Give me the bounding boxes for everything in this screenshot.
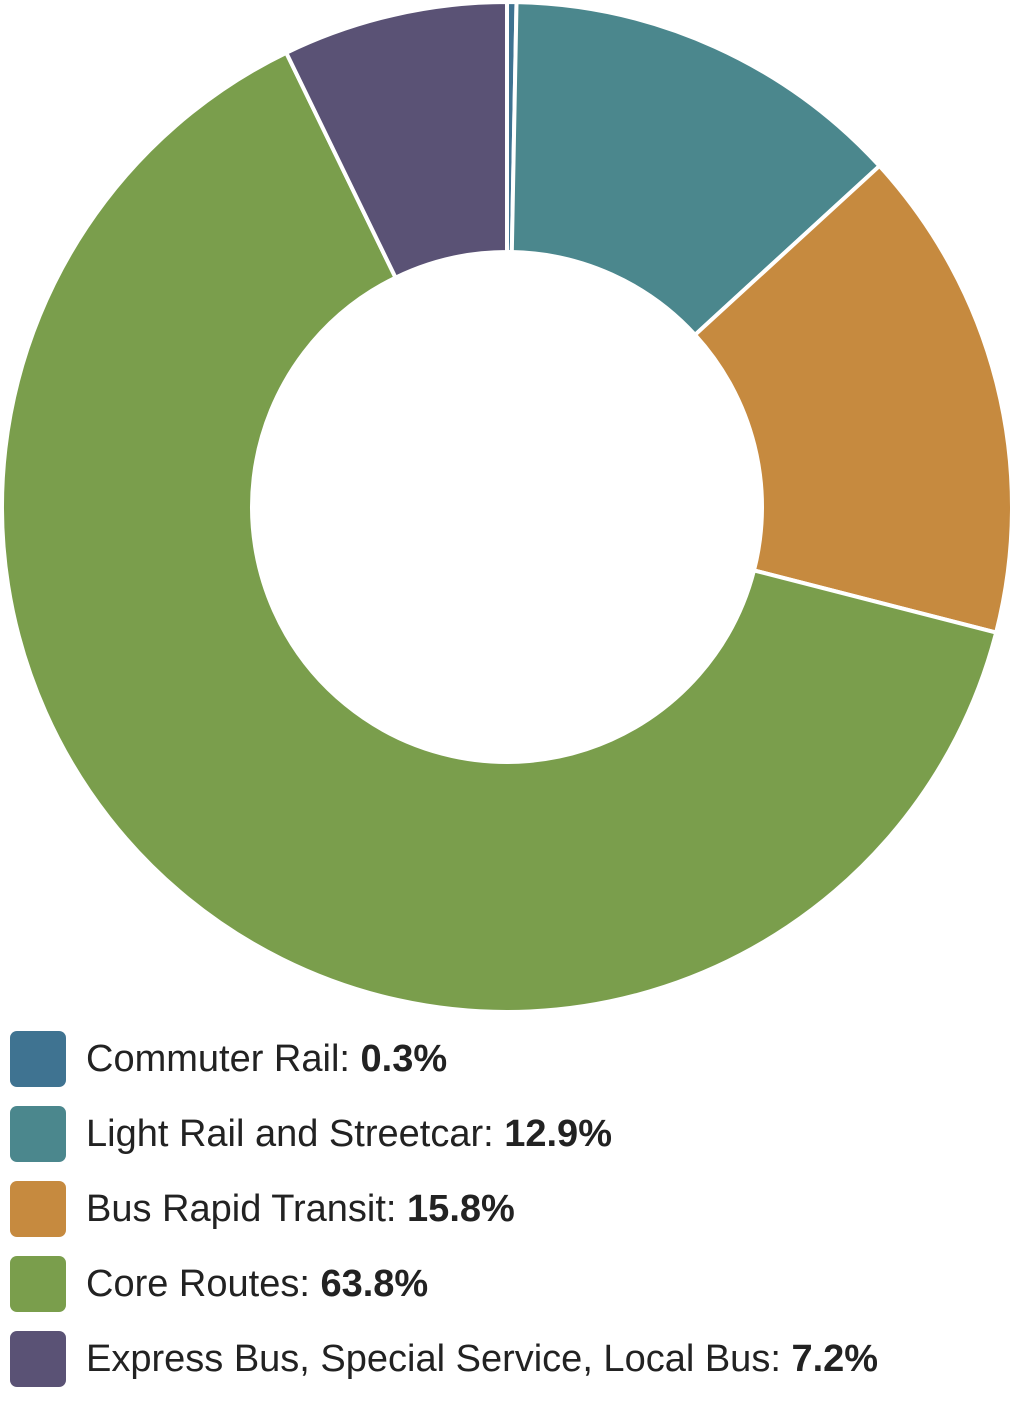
legend-text-core-routes: Core Routes: 63.8% [86, 1255, 428, 1313]
legend-item-bus-rapid-transit: Bus Rapid Transit: 15.8% [10, 1180, 1010, 1238]
chart-legend: Commuter Rail: 0.3% Light Rail and Stree… [10, 1030, 1010, 1405]
legend-item-commuter-rail: Commuter Rail: 0.3% [10, 1030, 1010, 1088]
donut-slice-express-bus-special-service-local-bus [284, 0, 509, 280]
legend-value-commuter-rail: 0.3% [360, 1038, 448, 1080]
legend-swatch-commuter-rail [10, 1031, 66, 1087]
legend-swatch-bus-rapid-transit [10, 1181, 66, 1237]
legend-text-bus-rapid-transit: Bus Rapid Transit: 15.8% [86, 1180, 515, 1238]
legend-swatch-express-special-local-bus [10, 1331, 66, 1387]
legend-value-bus-rapid-transit: 15.8% [407, 1188, 515, 1230]
legend-label-commuter-rail: Commuter Rail [86, 1038, 340, 1080]
legend-value-light-rail-streetcar: 12.9% [504, 1113, 612, 1155]
legend-separator: : [299, 1263, 321, 1305]
legend-text-express-special-local-bus: Express Bus, Special Service, Local Bus:… [86, 1330, 878, 1388]
legend-label-light-rail-streetcar: Light Rail and Streetcar [86, 1113, 484, 1155]
legend-separator: : [339, 1038, 361, 1080]
legend-label-bus-rapid-transit: Bus Rapid Transit [86, 1188, 386, 1230]
donut-slice-core-routes [0, 50, 999, 1014]
legend-item-light-rail-streetcar: Light Rail and Streetcar: 12.9% [10, 1105, 1010, 1163]
legend-swatch-light-rail-streetcar [10, 1106, 66, 1162]
donut-chart-svg [0, 0, 1013, 1014]
legend-swatch-core-routes [10, 1256, 66, 1312]
legend-text-commuter-rail: Commuter Rail: 0.3% [86, 1030, 447, 1088]
legend-separator: : [770, 1338, 792, 1380]
legend-item-express-special-local-bus: Express Bus, Special Service, Local Bus:… [10, 1330, 1010, 1388]
donut-slice-bus-rapid-transit [693, 163, 1013, 635]
legend-separator: : [483, 1113, 505, 1155]
donut-slice-light-rail-and-streetcar [509, 0, 882, 337]
legend-text-light-rail-streetcar: Light Rail and Streetcar: 12.9% [86, 1105, 612, 1163]
legend-value-express-special-local-bus: 7.2% [791, 1338, 879, 1380]
legend-label-express-special-local-bus: Express Bus, Special Service, Local Bus [86, 1338, 771, 1380]
legend-item-core-routes: Core Routes: 63.8% [10, 1255, 1010, 1313]
legend-value-core-routes: 63.8% [320, 1263, 429, 1305]
legend-separator: : [385, 1188, 408, 1230]
legend-label-core-routes: Core Routes [86, 1263, 300, 1305]
donut-chart [0, 0, 1013, 1014]
